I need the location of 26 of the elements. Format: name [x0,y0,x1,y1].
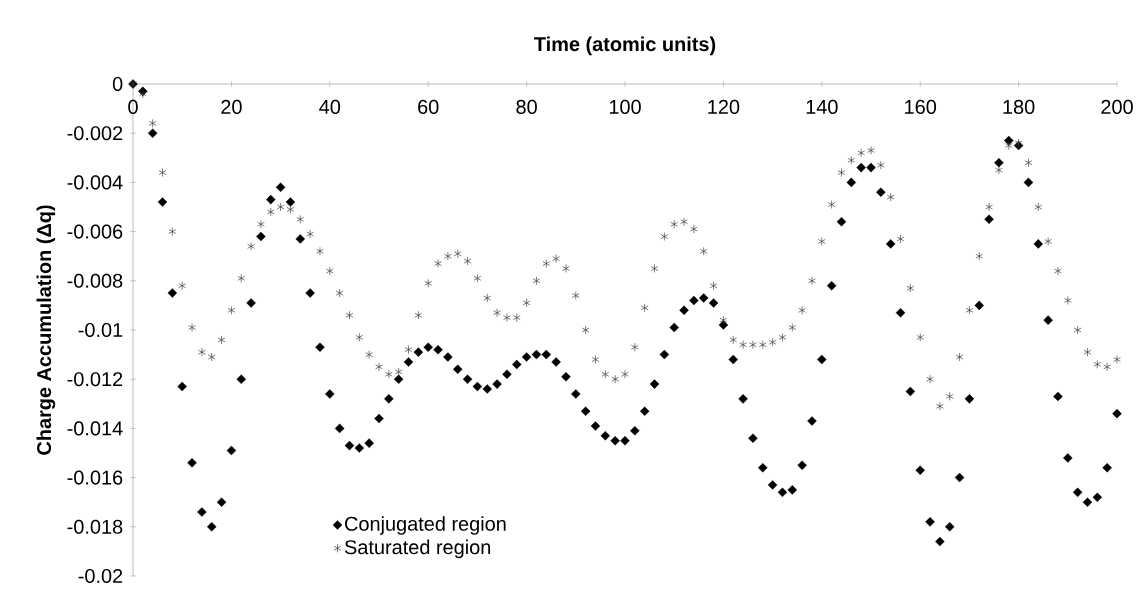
y-tick-label: -0.02 [78,568,123,584]
y-axis-title: Charge Accumulation (Δq) [36,205,56,455]
y-tick-label: -0.012 [67,372,123,387]
x-tick-label: 0 [128,99,138,114]
y-tick-label: -0.006 [67,224,123,239]
y-tick-label: -0.016 [67,470,123,485]
x-tick-label: 160 [905,99,937,114]
x-tick-label: 80 [516,99,537,114]
x-tick-label: 200 [1101,99,1133,114]
x-tick-label: 180 [1003,99,1035,114]
y-tick-label: -0.002 [67,126,123,141]
x-tick-label: 140 [806,99,838,114]
x-axis-title: Time (atomic units) [534,36,716,56]
y-tick-label: -0.008 [67,273,123,288]
y-tick-label: 0 [112,76,123,92]
y-tick-label: -0.004 [67,175,123,190]
x-tick-label: 120 [708,99,740,114]
y-tick-label: -0.014 [67,421,123,436]
legend-label: Conjugated region [345,516,506,535]
y-tick-label: -0.01 [78,322,123,338]
x-tick-label: 20 [221,99,242,114]
x-tick-label: 100 [609,99,641,114]
x-tick-label: 40 [319,99,341,114]
y-tick-label: -0.018 [67,519,123,534]
legend-label: Saturated region [344,539,491,559]
x-tick-label: 60 [418,99,439,114]
